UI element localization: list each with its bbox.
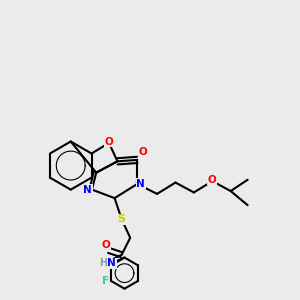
Text: O: O: [208, 175, 217, 185]
Text: O: O: [105, 136, 113, 146]
Text: H: H: [99, 258, 107, 268]
Text: N: N: [83, 184, 92, 195]
Text: O: O: [139, 147, 147, 157]
Text: N: N: [107, 258, 116, 268]
Text: O: O: [102, 240, 110, 250]
Text: S: S: [118, 214, 126, 224]
Text: N: N: [136, 179, 145, 189]
Text: F: F: [102, 276, 109, 286]
